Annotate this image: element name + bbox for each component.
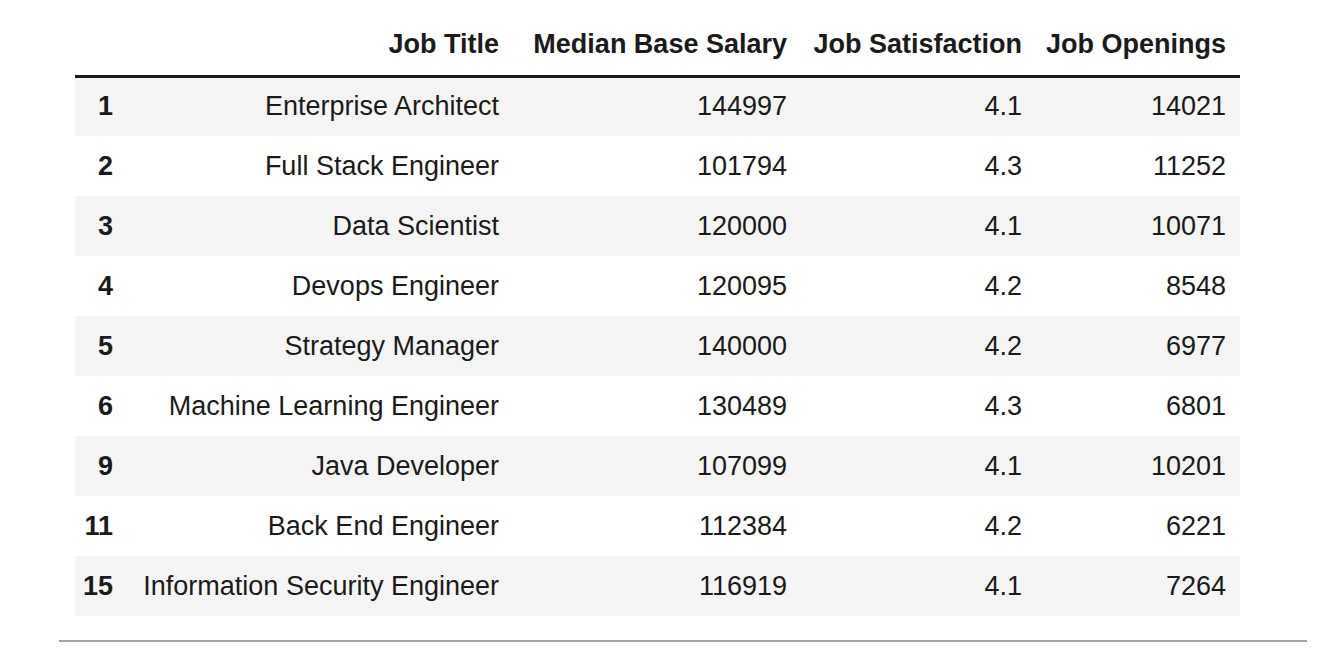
- table-container: Job Title Median Base Salary Job Satisfa…: [75, 14, 1240, 616]
- row-index: 4: [75, 256, 127, 316]
- row-index: 9: [75, 436, 127, 496]
- cell-job-openings: 6221: [1036, 496, 1240, 556]
- table-row: 1Enterprise Architect1449974.114021: [75, 76, 1240, 136]
- cell-job-openings: 6801: [1036, 376, 1240, 436]
- cell-job-title: Back End Engineer: [127, 496, 513, 556]
- cell-job-satisfaction: 4.3: [801, 136, 1036, 196]
- cell-median-base-salary: 140000: [513, 316, 801, 376]
- header-row: Job Title Median Base Salary Job Satisfa…: [75, 14, 1240, 76]
- row-index: 6: [75, 376, 127, 436]
- cell-job-title: Devops Engineer: [127, 256, 513, 316]
- table-row: 11Back End Engineer1123844.26221: [75, 496, 1240, 556]
- header-job-title: Job Title: [127, 14, 513, 76]
- cell-job-openings: 14021: [1036, 76, 1240, 136]
- jobs-table: Job Title Median Base Salary Job Satisfa…: [75, 14, 1240, 616]
- cell-job-openings: 6977: [1036, 316, 1240, 376]
- cell-job-title: Information Security Engineer: [127, 556, 513, 616]
- cell-job-openings: 11252: [1036, 136, 1240, 196]
- row-index: 11: [75, 496, 127, 556]
- table-row: 6Machine Learning Engineer1304894.36801: [75, 376, 1240, 436]
- cell-job-title: Enterprise Architect: [127, 76, 513, 136]
- cell-median-base-salary: 116919: [513, 556, 801, 616]
- cell-job-title: Machine Learning Engineer: [127, 376, 513, 436]
- cell-job-title: Full Stack Engineer: [127, 136, 513, 196]
- cell-job-satisfaction: 4.3: [801, 376, 1036, 436]
- table-row: 4Devops Engineer1200954.28548: [75, 256, 1240, 316]
- cell-job-satisfaction: 4.1: [801, 76, 1036, 136]
- cell-job-satisfaction: 4.1: [801, 436, 1036, 496]
- row-index: 5: [75, 316, 127, 376]
- cell-job-satisfaction: 4.2: [801, 496, 1036, 556]
- cell-job-openings: 8548: [1036, 256, 1240, 316]
- cell-median-base-salary: 120095: [513, 256, 801, 316]
- cell-job-satisfaction: 4.2: [801, 316, 1036, 376]
- cell-job-satisfaction: 4.1: [801, 556, 1036, 616]
- cell-job-title: Java Developer: [127, 436, 513, 496]
- row-index: 1: [75, 76, 127, 136]
- table-header: Job Title Median Base Salary Job Satisfa…: [75, 14, 1240, 76]
- cell-median-base-salary: 130489: [513, 376, 801, 436]
- cell-job-openings: 10071: [1036, 196, 1240, 256]
- header-job-satisfaction: Job Satisfaction: [801, 14, 1036, 76]
- table-row: 2Full Stack Engineer1017944.311252: [75, 136, 1240, 196]
- cell-job-openings: 10201: [1036, 436, 1240, 496]
- table-row: 3Data Scientist1200004.110071: [75, 196, 1240, 256]
- cell-job-openings: 7264: [1036, 556, 1240, 616]
- header-job-openings: Job Openings: [1036, 14, 1240, 76]
- table-body: 1Enterprise Architect1449974.1140212Full…: [75, 76, 1240, 616]
- cell-median-base-salary: 144997: [513, 76, 801, 136]
- table-row: 5Strategy Manager1400004.26977: [75, 316, 1240, 376]
- cell-job-satisfaction: 4.2: [801, 256, 1036, 316]
- cell-median-base-salary: 107099: [513, 436, 801, 496]
- dataframe-output: Job Title Median Base Salary Job Satisfa…: [0, 0, 1335, 672]
- row-index: 3: [75, 196, 127, 256]
- cell-job-satisfaction: 4.1: [801, 196, 1036, 256]
- cell-job-title: Data Scientist: [127, 196, 513, 256]
- cell-job-title: Strategy Manager: [127, 316, 513, 376]
- cell-median-base-salary: 101794: [513, 136, 801, 196]
- header-index: [75, 14, 127, 76]
- table-row: 9Java Developer1070994.110201: [75, 436, 1240, 496]
- row-index: 15: [75, 556, 127, 616]
- header-median-base-salary: Median Base Salary: [513, 14, 801, 76]
- table-row: 15Information Security Engineer1169194.1…: [75, 556, 1240, 616]
- cell-median-base-salary: 112384: [513, 496, 801, 556]
- bottom-divider: [59, 640, 1307, 642]
- cell-median-base-salary: 120000: [513, 196, 801, 256]
- row-index: 2: [75, 136, 127, 196]
